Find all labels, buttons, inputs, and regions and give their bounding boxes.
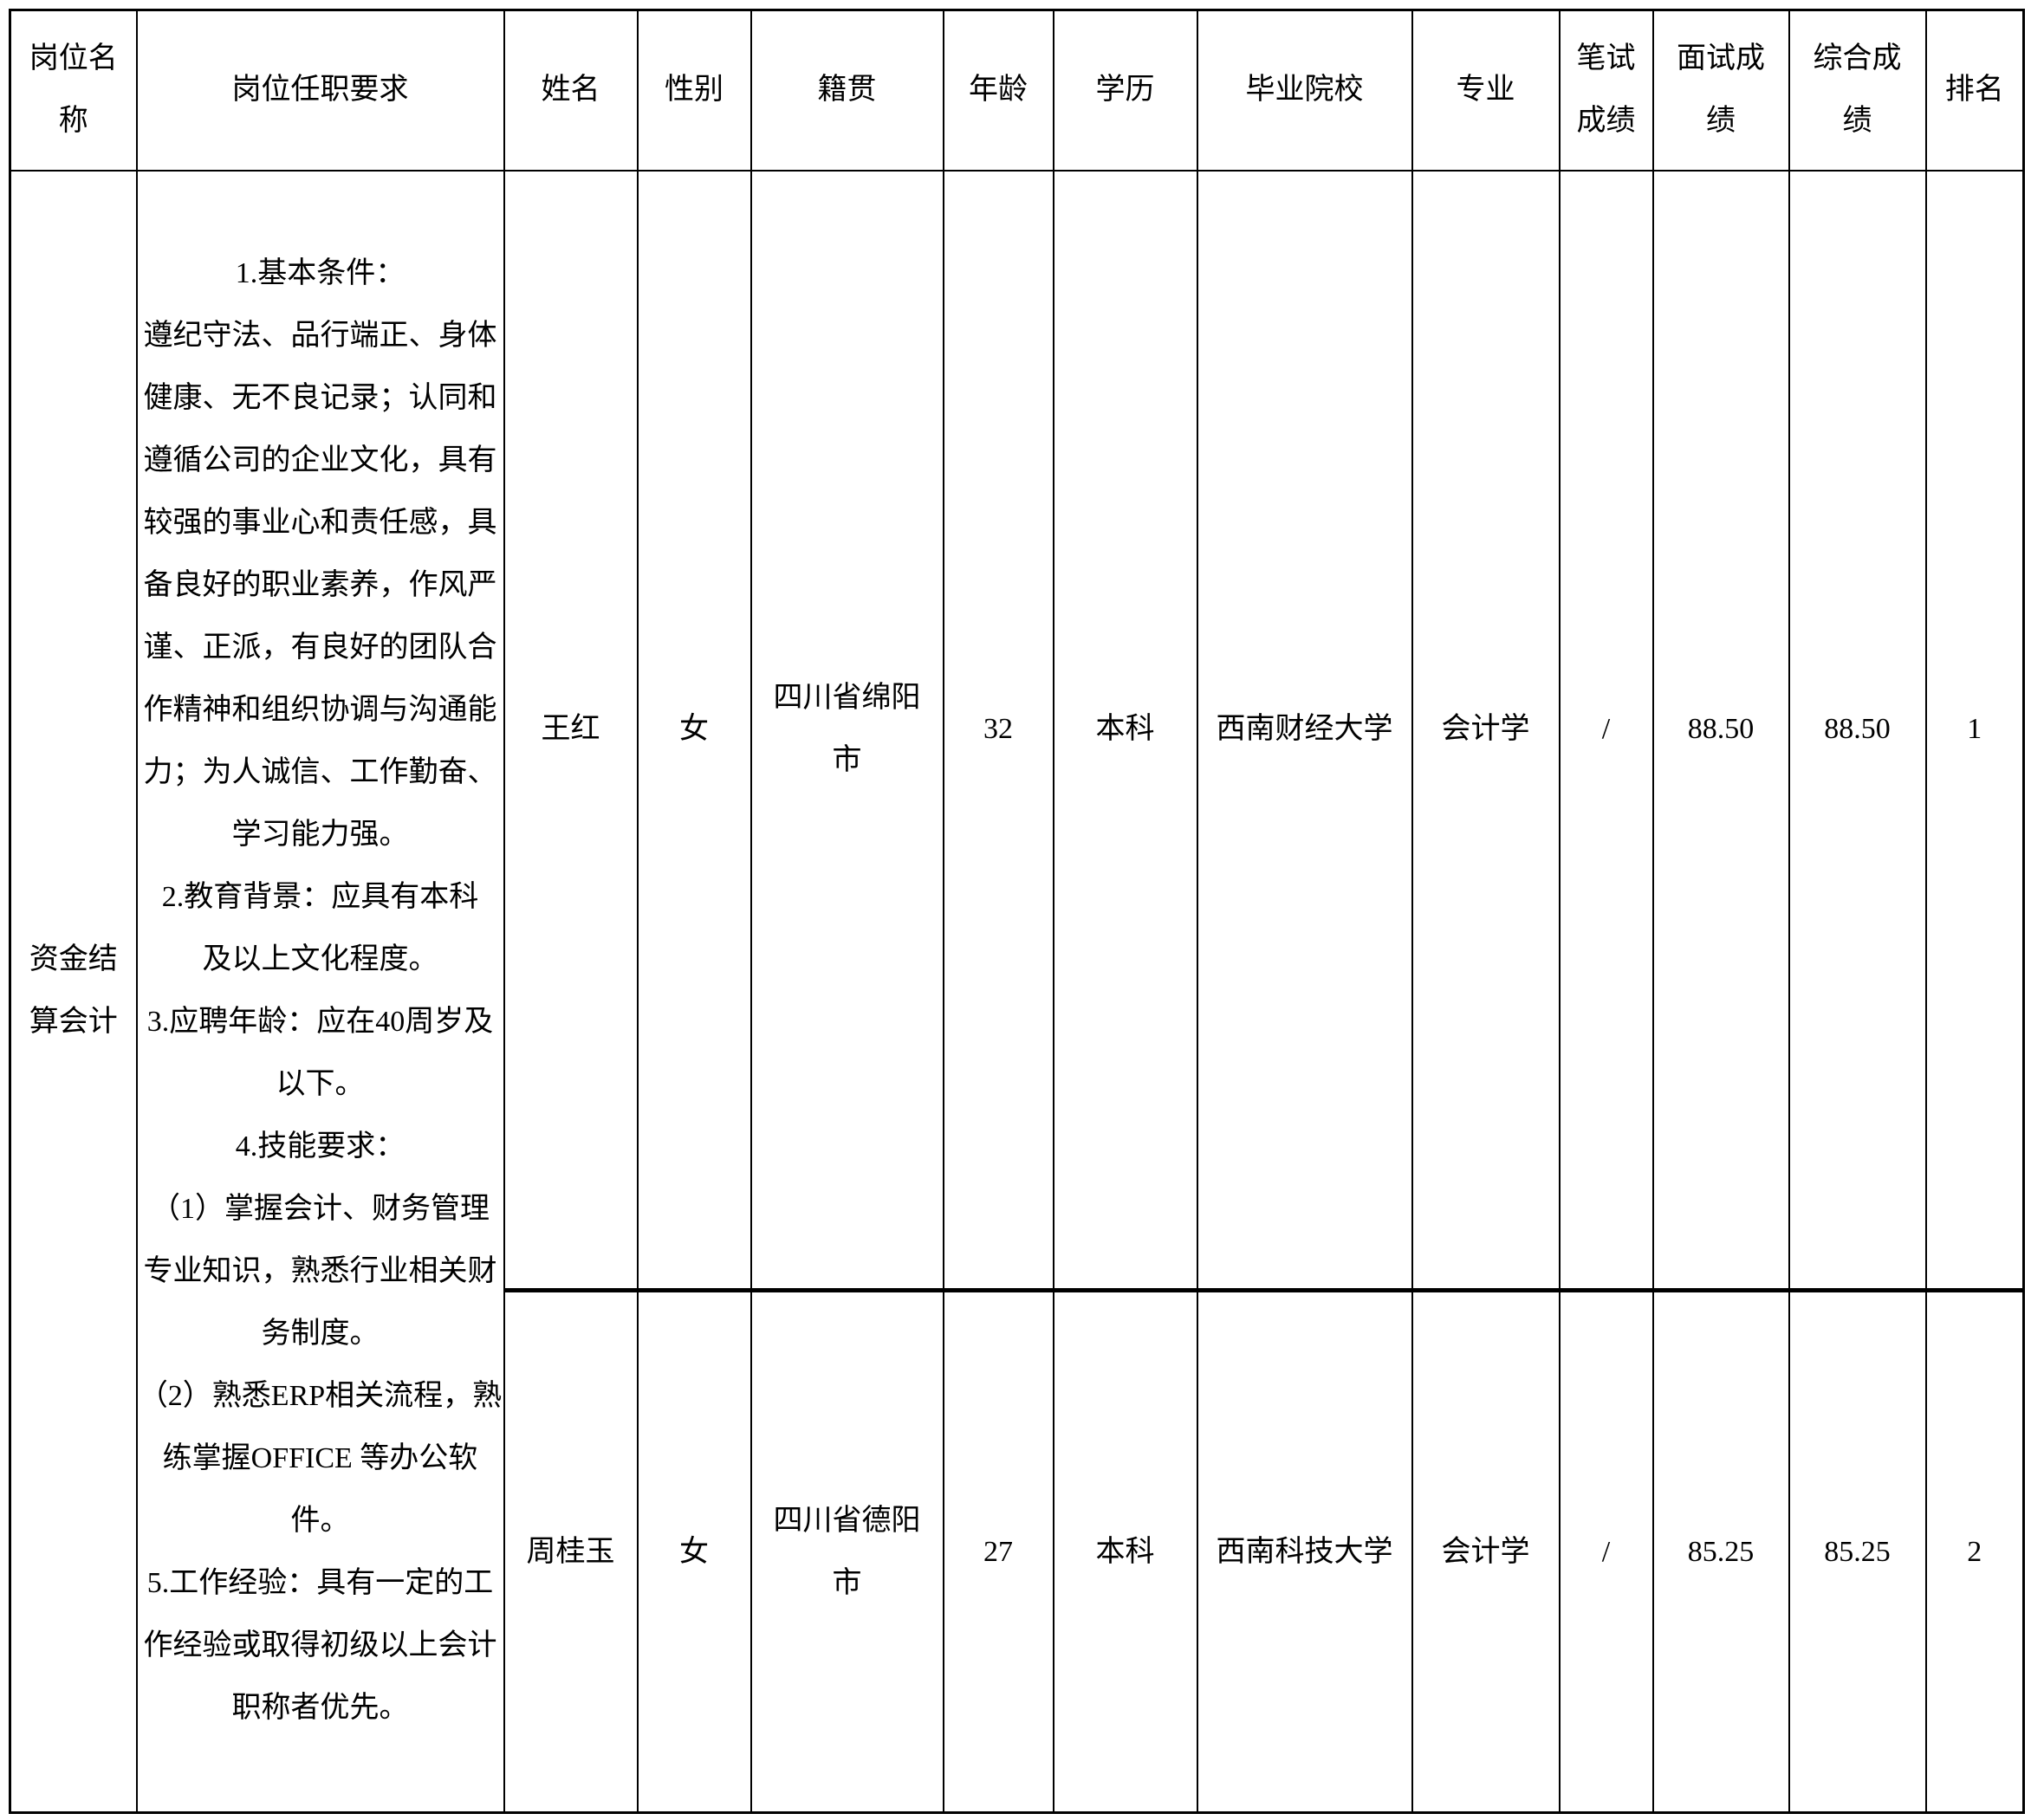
candidate-2-age-cell: 27 (942, 1288, 1054, 1814)
candidate-2-interview-score-cell: 85.25 (1651, 1288, 1790, 1814)
candidate-2-name-cell: 周桂玉 (503, 1288, 639, 1814)
candidate-row-2: 周桂玉 女 四川省德阳 市 27 本科 西南科技大学 会计学 / 85.25 8… (10, 1288, 2025, 1814)
candidate-1-university-cell: 西南财经大学 (1196, 169, 1413, 1292)
candidate-2-education-cell: 本科 (1052, 1288, 1198, 1814)
table-header-row: 岗位名 称 岗位任职要求 姓名 性别 籍贯 年龄 学历 毕业院校 专业 笔试 成… (9, 9, 2025, 172)
candidate-1-overall-score-cell: 88.50 (1788, 169, 1927, 1292)
header-rank: 排名 (1924, 9, 2025, 172)
candidate-1-major-cell: 会计学 (1411, 169, 1561, 1292)
candidate-2-overall-score-cell: 85.25 (1788, 1288, 1927, 1814)
position-name-cell: 资金结 算会计 (9, 169, 138, 1814)
candidate-2-university-cell: 西南科技大学 (1196, 1288, 1413, 1814)
header-interview-score: 面试成 绩 (1651, 9, 1790, 172)
candidate-1-interview-score-cell: 88.50 (1651, 169, 1790, 1292)
candidate-2-written-score-cell: / (1558, 1288, 1654, 1814)
candidate-2-rank-cell: 2 (1924, 1288, 2025, 1814)
header-major: 专业 (1411, 9, 1561, 172)
header-education: 学历 (1052, 9, 1198, 172)
candidate-1-education-cell: 本科 (1052, 169, 1198, 1292)
candidate-1-age-cell: 32 (942, 169, 1054, 1292)
candidate-1-gender-cell: 女 (636, 169, 752, 1292)
header-university: 毕业院校 (1196, 9, 1413, 172)
candidate-1-name-cell: 王红 (503, 169, 639, 1292)
header-requirements: 岗位任职要求 (135, 9, 505, 172)
header-position-name: 岗位名 称 (9, 9, 138, 172)
candidate-2-hometown-cell: 四川省德阳 市 (749, 1288, 944, 1814)
header-hometown: 籍贯 (749, 9, 944, 172)
header-name: 姓名 (503, 9, 639, 172)
requirements-cell: 1.基本条件： 遵纪守法、品行端正、身体 健康、无不良记录；认同和 遵循公司的企… (135, 169, 505, 1814)
header-written-score: 笔试 成绩 (1558, 9, 1654, 172)
candidate-2-major-cell: 会计学 (1411, 1288, 1561, 1814)
candidate-1-hometown-cell: 四川省绵阳 市 (749, 169, 944, 1292)
header-age: 年龄 (942, 9, 1054, 172)
header-overall-score: 综合成 绩 (1788, 9, 1927, 172)
recruitment-results-table: 岗位名 称 岗位任职要求 姓名 性别 籍贯 年龄 学历 毕业院校 专业 笔试 成… (9, 9, 2025, 1814)
candidate-row-1: 资金结 算会计 1.基本条件： 遵纪守法、品行端正、身体 健康、无不良记录；认同… (9, 169, 2025, 1814)
candidate-2-gender-cell: 女 (636, 1288, 752, 1814)
header-gender: 性别 (636, 9, 752, 172)
candidate-1-written-score-cell: / (1558, 169, 1654, 1292)
candidate-1-rank-cell: 1 (1924, 169, 2025, 1292)
